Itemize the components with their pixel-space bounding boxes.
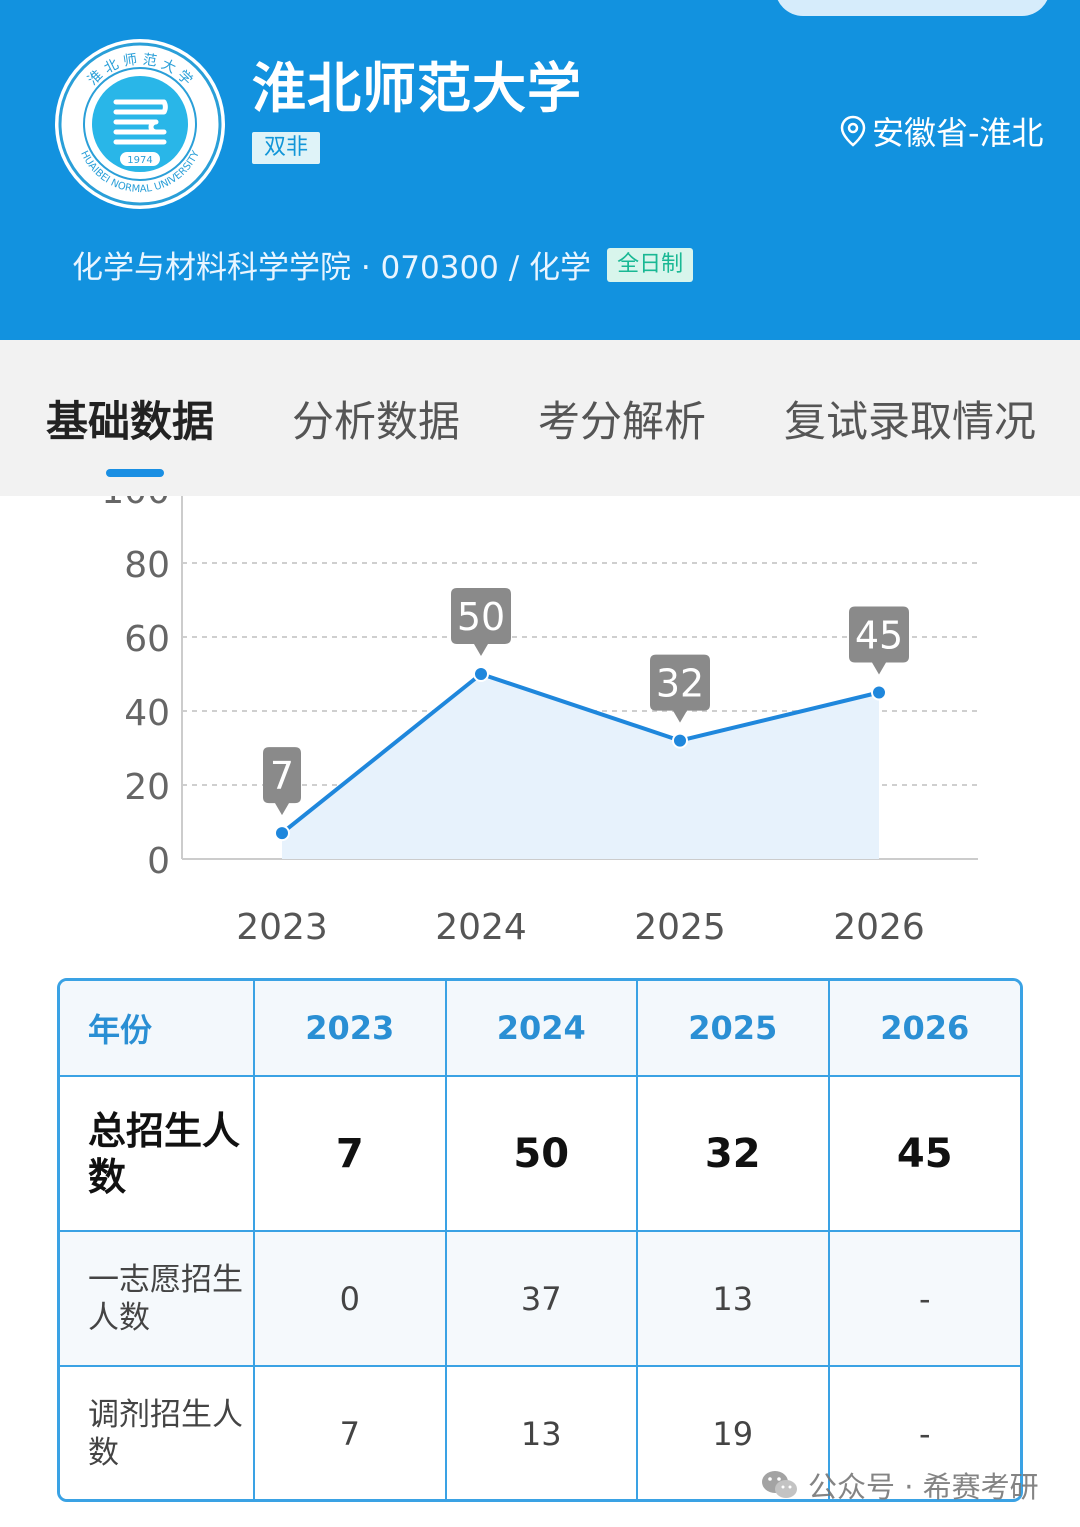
college-program-text: 化学与材料科学学院 · 070300 / 化学 (72, 250, 592, 286)
x-tick-label: 2025 (634, 907, 726, 948)
watermark: 公众号 · 希赛考研 (760, 1464, 1039, 1506)
data-label: 50 (457, 595, 505, 639)
enrollment-table: 年份 2023 2024 2025 2026 总招生人数 7 50 32 45 … (57, 978, 1023, 1502)
tab-retest-admission[interactable]: 复试录取情况 (784, 397, 1037, 446)
data-label-bubble (263, 747, 301, 816)
header-cell: 2024 (444, 981, 638, 1077)
data-point (274, 825, 290, 842)
tab-score-analysis[interactable]: 考分解析 (538, 397, 707, 446)
data-label: 45 (855, 614, 903, 658)
wechat-icon (762, 1471, 797, 1498)
tab-bar (0, 340, 1080, 496)
table-cell: 37 (444, 1230, 638, 1367)
tab-analysis-data[interactable]: 分析数据 (292, 397, 461, 446)
data-point (871, 684, 887, 701)
table-cell: 0 (253, 1230, 447, 1367)
data-label-bubble (451, 588, 511, 656)
data-label-bubble (849, 606, 909, 675)
table-cell: 13 (636, 1230, 830, 1367)
tab-basic-data[interactable]: 基础数据 (46, 397, 215, 446)
x-tick-label: 2024 (435, 907, 527, 948)
x-tick-label: 2023 (236, 907, 328, 948)
row-label: 总招生人数 (60, 1075, 255, 1232)
table-cell: 45 (827, 1075, 1020, 1232)
y-tick-label: 100 (101, 496, 170, 512)
series-area (282, 674, 879, 859)
location-text: 安徽省-淮北 (872, 114, 1044, 152)
data-point (473, 666, 489, 682)
y-tick-label: 60 (124, 619, 170, 660)
location-pin-icon (840, 115, 866, 147)
svg-text:1974: 1974 (127, 155, 152, 166)
enrollment-line-chart: 0 20 40 60 80 100 7 50 32 45 2023 2024 2025 2026 (101, 496, 978, 948)
data-label: 32 (656, 662, 704, 706)
university-logo: 1974 淮 北 师 范 大 学 HUAIBEI NORMAL UNIVERSI… (55, 39, 225, 209)
college-program-line: 化学与材料科学学院 · 070300 / 化学 全日制 (72, 242, 694, 287)
table-row-total: 总招生人数 7 50 32 45 (60, 1075, 1020, 1232)
y-tick-label: 80 (124, 545, 170, 586)
header-cell: 2023 (253, 981, 447, 1077)
table-cell: 13 (444, 1365, 638, 1499)
table-cell: 7 (253, 1075, 447, 1232)
table-cell: 32 (636, 1075, 830, 1232)
row-label: 调剂招生人数 (60, 1365, 255, 1499)
table-cell: - (827, 1230, 1020, 1367)
data-label-bubble (650, 654, 710, 723)
header-cell: 2026 (827, 981, 1020, 1077)
active-tab-indicator (106, 469, 164, 477)
header-cell: 2025 (636, 981, 830, 1077)
location: 安徽省-淮北 (840, 108, 1044, 154)
x-tick-label: 2026 (833, 907, 925, 948)
table-cell: 50 (444, 1075, 638, 1232)
y-tick-label: 0 (147, 841, 170, 882)
table-header-row: 年份 2023 2024 2025 2026 (60, 981, 1020, 1077)
table-cell: 19 (636, 1365, 830, 1499)
data-label: 7 (270, 754, 294, 798)
study-mode-badge: 全日制 (607, 247, 694, 282)
table-cell: 7 (253, 1365, 447, 1499)
header-cell-year: 年份 (60, 981, 255, 1077)
top-search-pill[interactable] (775, 0, 1050, 16)
table-row-adjustment: 调剂招生人数 7 13 19 - (60, 1365, 1020, 1499)
university-name: 淮北师范大学 (252, 57, 582, 120)
table-row-first-choice: 一志愿招生人数 0 37 13 - (60, 1230, 1020, 1367)
watermark-text: 公众号 · 希赛考研 (808, 1470, 1039, 1504)
data-point (672, 732, 688, 749)
table-cell: - (827, 1365, 1020, 1499)
school-type-badge: 双非 (252, 132, 321, 164)
row-label: 一志愿招生人数 (60, 1230, 255, 1367)
series-line (280, 672, 880, 835)
school-header: 1974 淮 北 师 范 大 学 HUAIBEI NORMAL UNIVERSI… (0, 0, 1080, 340)
y-tick-label: 20 (124, 767, 170, 808)
y-tick-label: 40 (124, 693, 170, 734)
